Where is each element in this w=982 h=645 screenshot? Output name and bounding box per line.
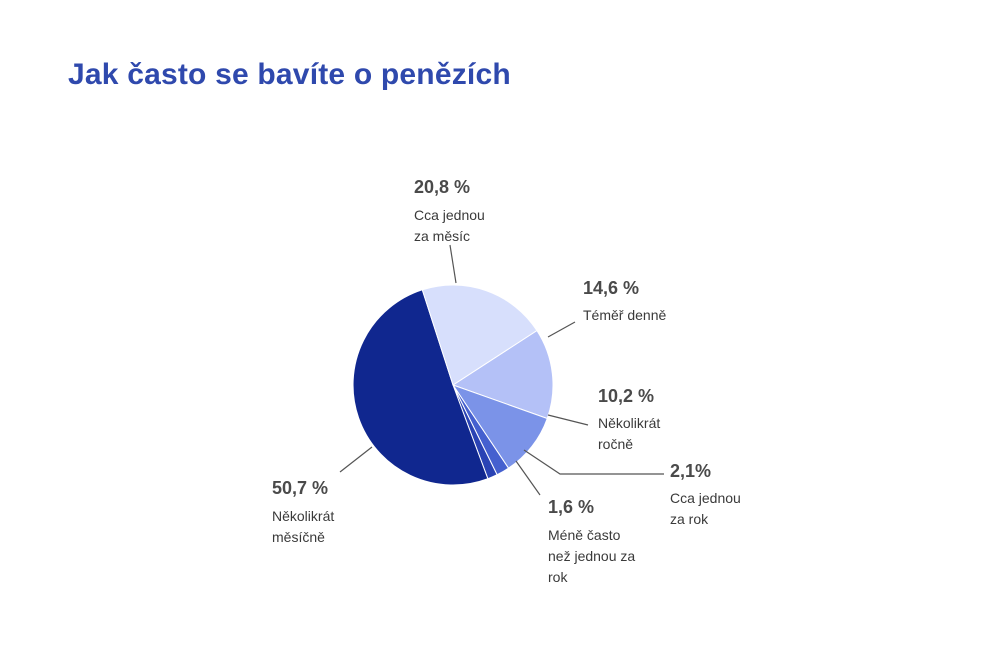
pie-slice-5 xyxy=(352,289,489,486)
pie-slice-1 xyxy=(451,329,554,420)
leader-line-6 xyxy=(449,244,457,284)
slice-category-label-6: Cca jednou za měsíc xyxy=(414,207,485,244)
slice-category-label-3: Cca jednou za rok xyxy=(670,490,741,527)
slice-value-label-2: 10,2 % xyxy=(598,386,654,406)
slice-value-label-4: 1,6 % xyxy=(548,497,594,517)
leader-line-3 xyxy=(523,449,664,475)
slice-category-label-5: Několikrát měsíčně xyxy=(272,508,334,545)
slice-value-label-1: 14,6 % xyxy=(583,278,639,298)
chart-title: Jak často se bavíte o penězích xyxy=(68,58,511,91)
slice-value-label-6: 20,8 % xyxy=(414,177,470,197)
slice-category-label-4: Méně často než jednou za rok xyxy=(548,527,635,585)
slice-category-label-2: Několikrát ročně xyxy=(598,415,660,452)
leader-line-1 xyxy=(547,321,576,338)
leader-line-5 xyxy=(339,446,373,473)
slice-value-label-3: 2,1% xyxy=(670,461,711,481)
slice-category-label-1: Téměř denně xyxy=(583,307,666,323)
slice-value-label-5: 50,7 % xyxy=(272,478,328,498)
leader-line-2 xyxy=(547,414,589,426)
leader-line-4 xyxy=(515,460,541,496)
pie-slice-6 xyxy=(421,284,538,386)
